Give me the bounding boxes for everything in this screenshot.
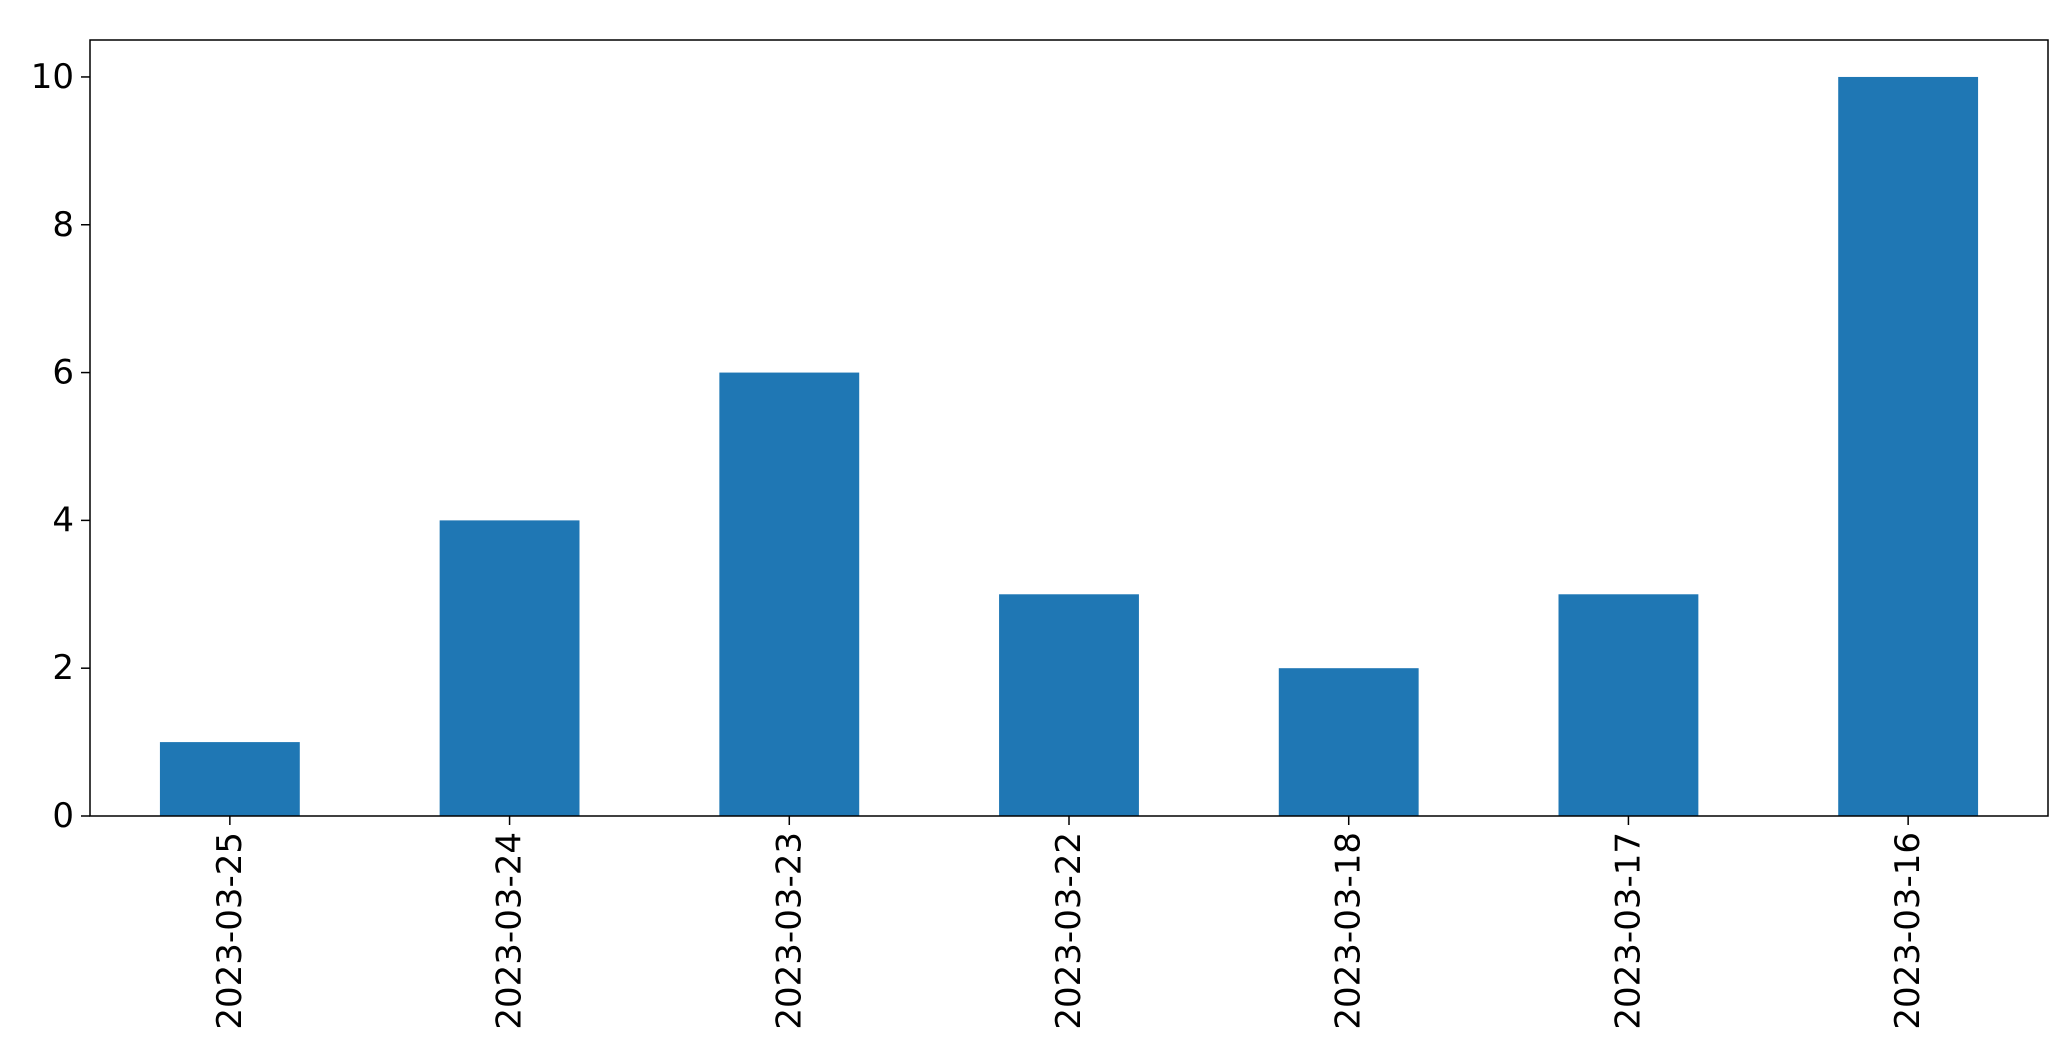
bars-layer: [159, 76, 1979, 816]
x-tick-label: 2023-03-24: [490, 832, 530, 1030]
y-tick-label: 8: [52, 205, 74, 245]
x-axis: 2023-03-25 2023-03-24 2023-03-23 2023-03-22…: [210, 816, 1928, 1030]
y-tick-label: 10: [31, 57, 74, 97]
bar-2023-03-24: [439, 520, 580, 816]
x-tick-label: 2023-03-17: [1608, 832, 1648, 1030]
x-tick-label: 2023-03-18: [1329, 832, 1369, 1030]
bar-2023-03-22: [999, 594, 1139, 816]
bar-2023-03-18: [1278, 668, 1419, 816]
y-tick-label: 6: [52, 353, 74, 393]
x-tick-label: 2023-03-16: [1888, 832, 1928, 1030]
y-tick-label: 0: [52, 796, 74, 836]
bar-2023-03-17: [1558, 594, 1699, 816]
bar-2023-03-16: [1838, 76, 1979, 816]
x-tick-label: 2023-03-25: [210, 832, 250, 1030]
plot-frame: [89, 39, 2049, 817]
y-axis: 0 2 4 6 8 10: [31, 57, 90, 836]
x-tick-label: 2023-03-23: [769, 832, 809, 1030]
x-tick-label: 2023-03-22: [1049, 832, 1089, 1030]
y-tick-label: 2: [52, 648, 74, 688]
bar-2023-03-25: [159, 742, 300, 816]
y-tick-label: 4: [52, 500, 74, 540]
bar-2023-03-23: [719, 372, 860, 816]
